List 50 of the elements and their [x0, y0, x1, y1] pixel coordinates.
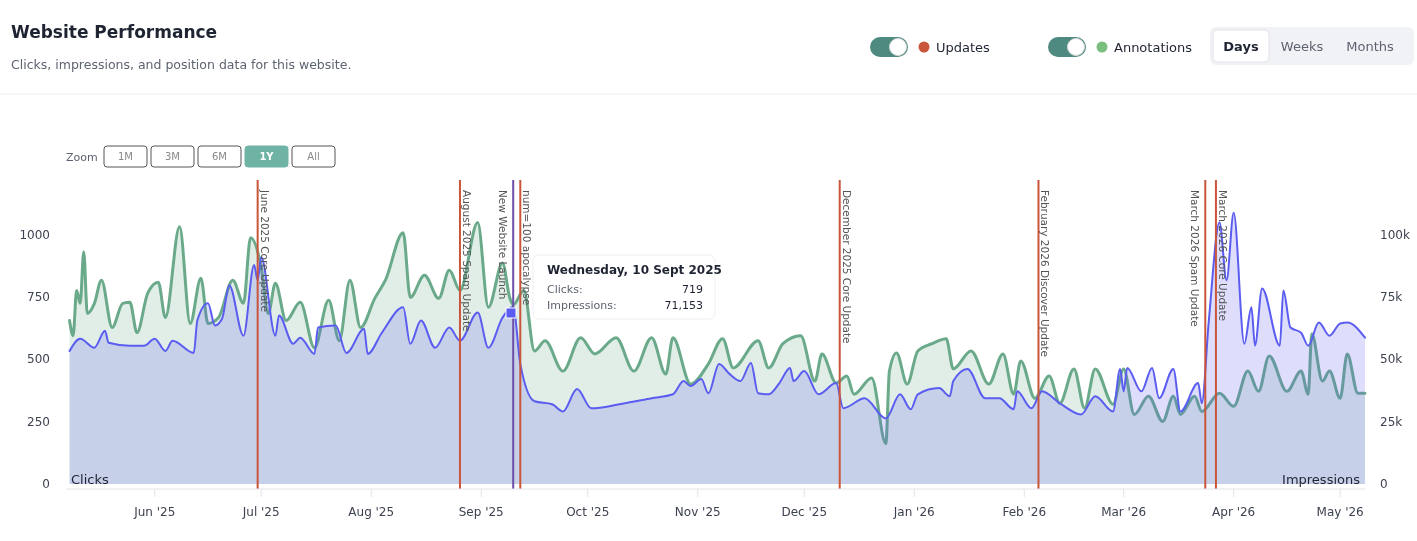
- text: 1M: [118, 151, 133, 162]
- text: Zoom: [66, 151, 98, 164]
- y-tick-label: 500: [27, 352, 50, 367]
- x-tick-label: Jul '25: [241, 505, 280, 519]
- y-tick-label: 250: [27, 414, 50, 429]
- annotation: Clicks:: [547, 283, 583, 296]
- text: Annotations: [1114, 40, 1193, 55]
- ref-line-label: March 2026 Core Update: [1216, 190, 1229, 322]
- text: Updates: [936, 40, 991, 55]
- ref-line-label: New Website Launch: [497, 190, 510, 300]
- y-tick-label: 0: [42, 477, 50, 491]
- x-tick-label: Nov '25: [674, 505, 721, 519]
- annotation: Wednesday, 10 Sept 2025: [547, 263, 722, 277]
- ref-line-label: March 2026 Spam Update: [1189, 190, 1202, 327]
- ref-line-label: num=100 apocalypse: [521, 190, 534, 306]
- text: Weeks: [1280, 39, 1324, 54]
- y2-tick-label: 50k: [1380, 352, 1403, 367]
- text: All: [307, 151, 320, 162]
- x-tick-label: Sep '25: [458, 505, 504, 519]
- text: Months: [1346, 39, 1394, 54]
- annotation: 71,153: [664, 299, 703, 312]
- y-tick-label: 750: [27, 290, 50, 305]
- ref-line-label: December 2025 Core Update: [840, 190, 853, 344]
- ref-line-label: February 2026 Discover Update: [1039, 190, 1052, 357]
- x-tick-label: Aug '25: [348, 505, 395, 519]
- x-tick-label: Dec '25: [781, 505, 828, 519]
- x-tick-label: Oct '25: [566, 505, 610, 519]
- y-tick-label: 1000: [19, 227, 50, 242]
- x-tick-label: Jan '26: [892, 505, 935, 519]
- x-tick-label: Mar '26: [1101, 505, 1147, 519]
- y2-tick-label: 0: [1380, 477, 1388, 491]
- x-tick-label: Jun '25: [133, 505, 176, 519]
- annotation: Impressions:: [547, 299, 617, 312]
- x-tick-label: May '26: [1316, 505, 1364, 519]
- ref-line-label: June 2025 Core Update: [258, 189, 271, 312]
- text: Days: [1223, 39, 1259, 54]
- y2-tick-label: 100k: [1380, 227, 1410, 242]
- y2-tick-label: 75k: [1380, 290, 1403, 305]
- chart-title: Website Performance: [11, 22, 218, 42]
- ref-line-label: August 2025 Spam Update: [460, 190, 473, 332]
- y-axis-title: Clicks: [71, 472, 109, 487]
- text: 3M: [165, 151, 180, 162]
- text: 6M: [212, 151, 227, 162]
- y2-tick-label: 25k: [1380, 414, 1403, 429]
- x-tick-label: Apr '26: [1212, 505, 1256, 519]
- text: 1Y: [259, 151, 275, 162]
- chart-subtitle: Clicks, impressions, and position data for this website.: [11, 57, 352, 72]
- x-tick-label: Feb '26: [1002, 505, 1047, 519]
- y2-axis-title: Impressions: [1282, 472, 1361, 487]
- annotation: 719: [682, 283, 703, 296]
